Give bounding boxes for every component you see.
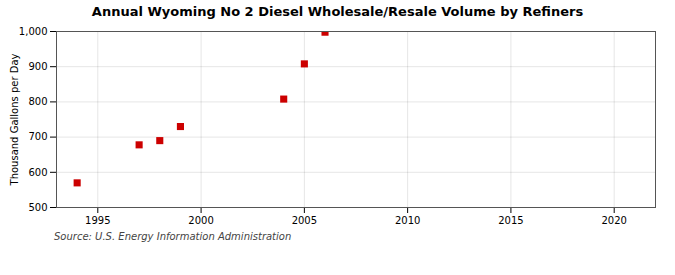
svg-text:900: 900 xyxy=(28,61,47,72)
svg-text:700: 700 xyxy=(28,131,47,142)
svg-text:2005: 2005 xyxy=(292,215,317,226)
svg-text:Thousand Gallons per Day: Thousand Gallons per Day xyxy=(9,53,20,186)
svg-text:1,000: 1,000 xyxy=(19,26,48,37)
svg-text:2020: 2020 xyxy=(601,215,626,226)
svg-text:800: 800 xyxy=(28,96,47,107)
svg-text:600: 600 xyxy=(28,167,47,178)
svg-text:2015: 2015 xyxy=(498,215,523,226)
html-text:Annual Wyoming No 2 Diesel Who: Annual Wyoming No 2 Diesel Wholesale/Res… xyxy=(91,4,584,19)
svg-text:500: 500 xyxy=(28,202,47,213)
svg-text:2000: 2000 xyxy=(188,215,213,226)
svg-text:2010: 2010 xyxy=(395,215,420,226)
svg-text:1995: 1995 xyxy=(85,215,110,226)
html-text:Source: U.S. Energy Informatio: Source: U.S. Energy Information Administ… xyxy=(54,231,292,242)
